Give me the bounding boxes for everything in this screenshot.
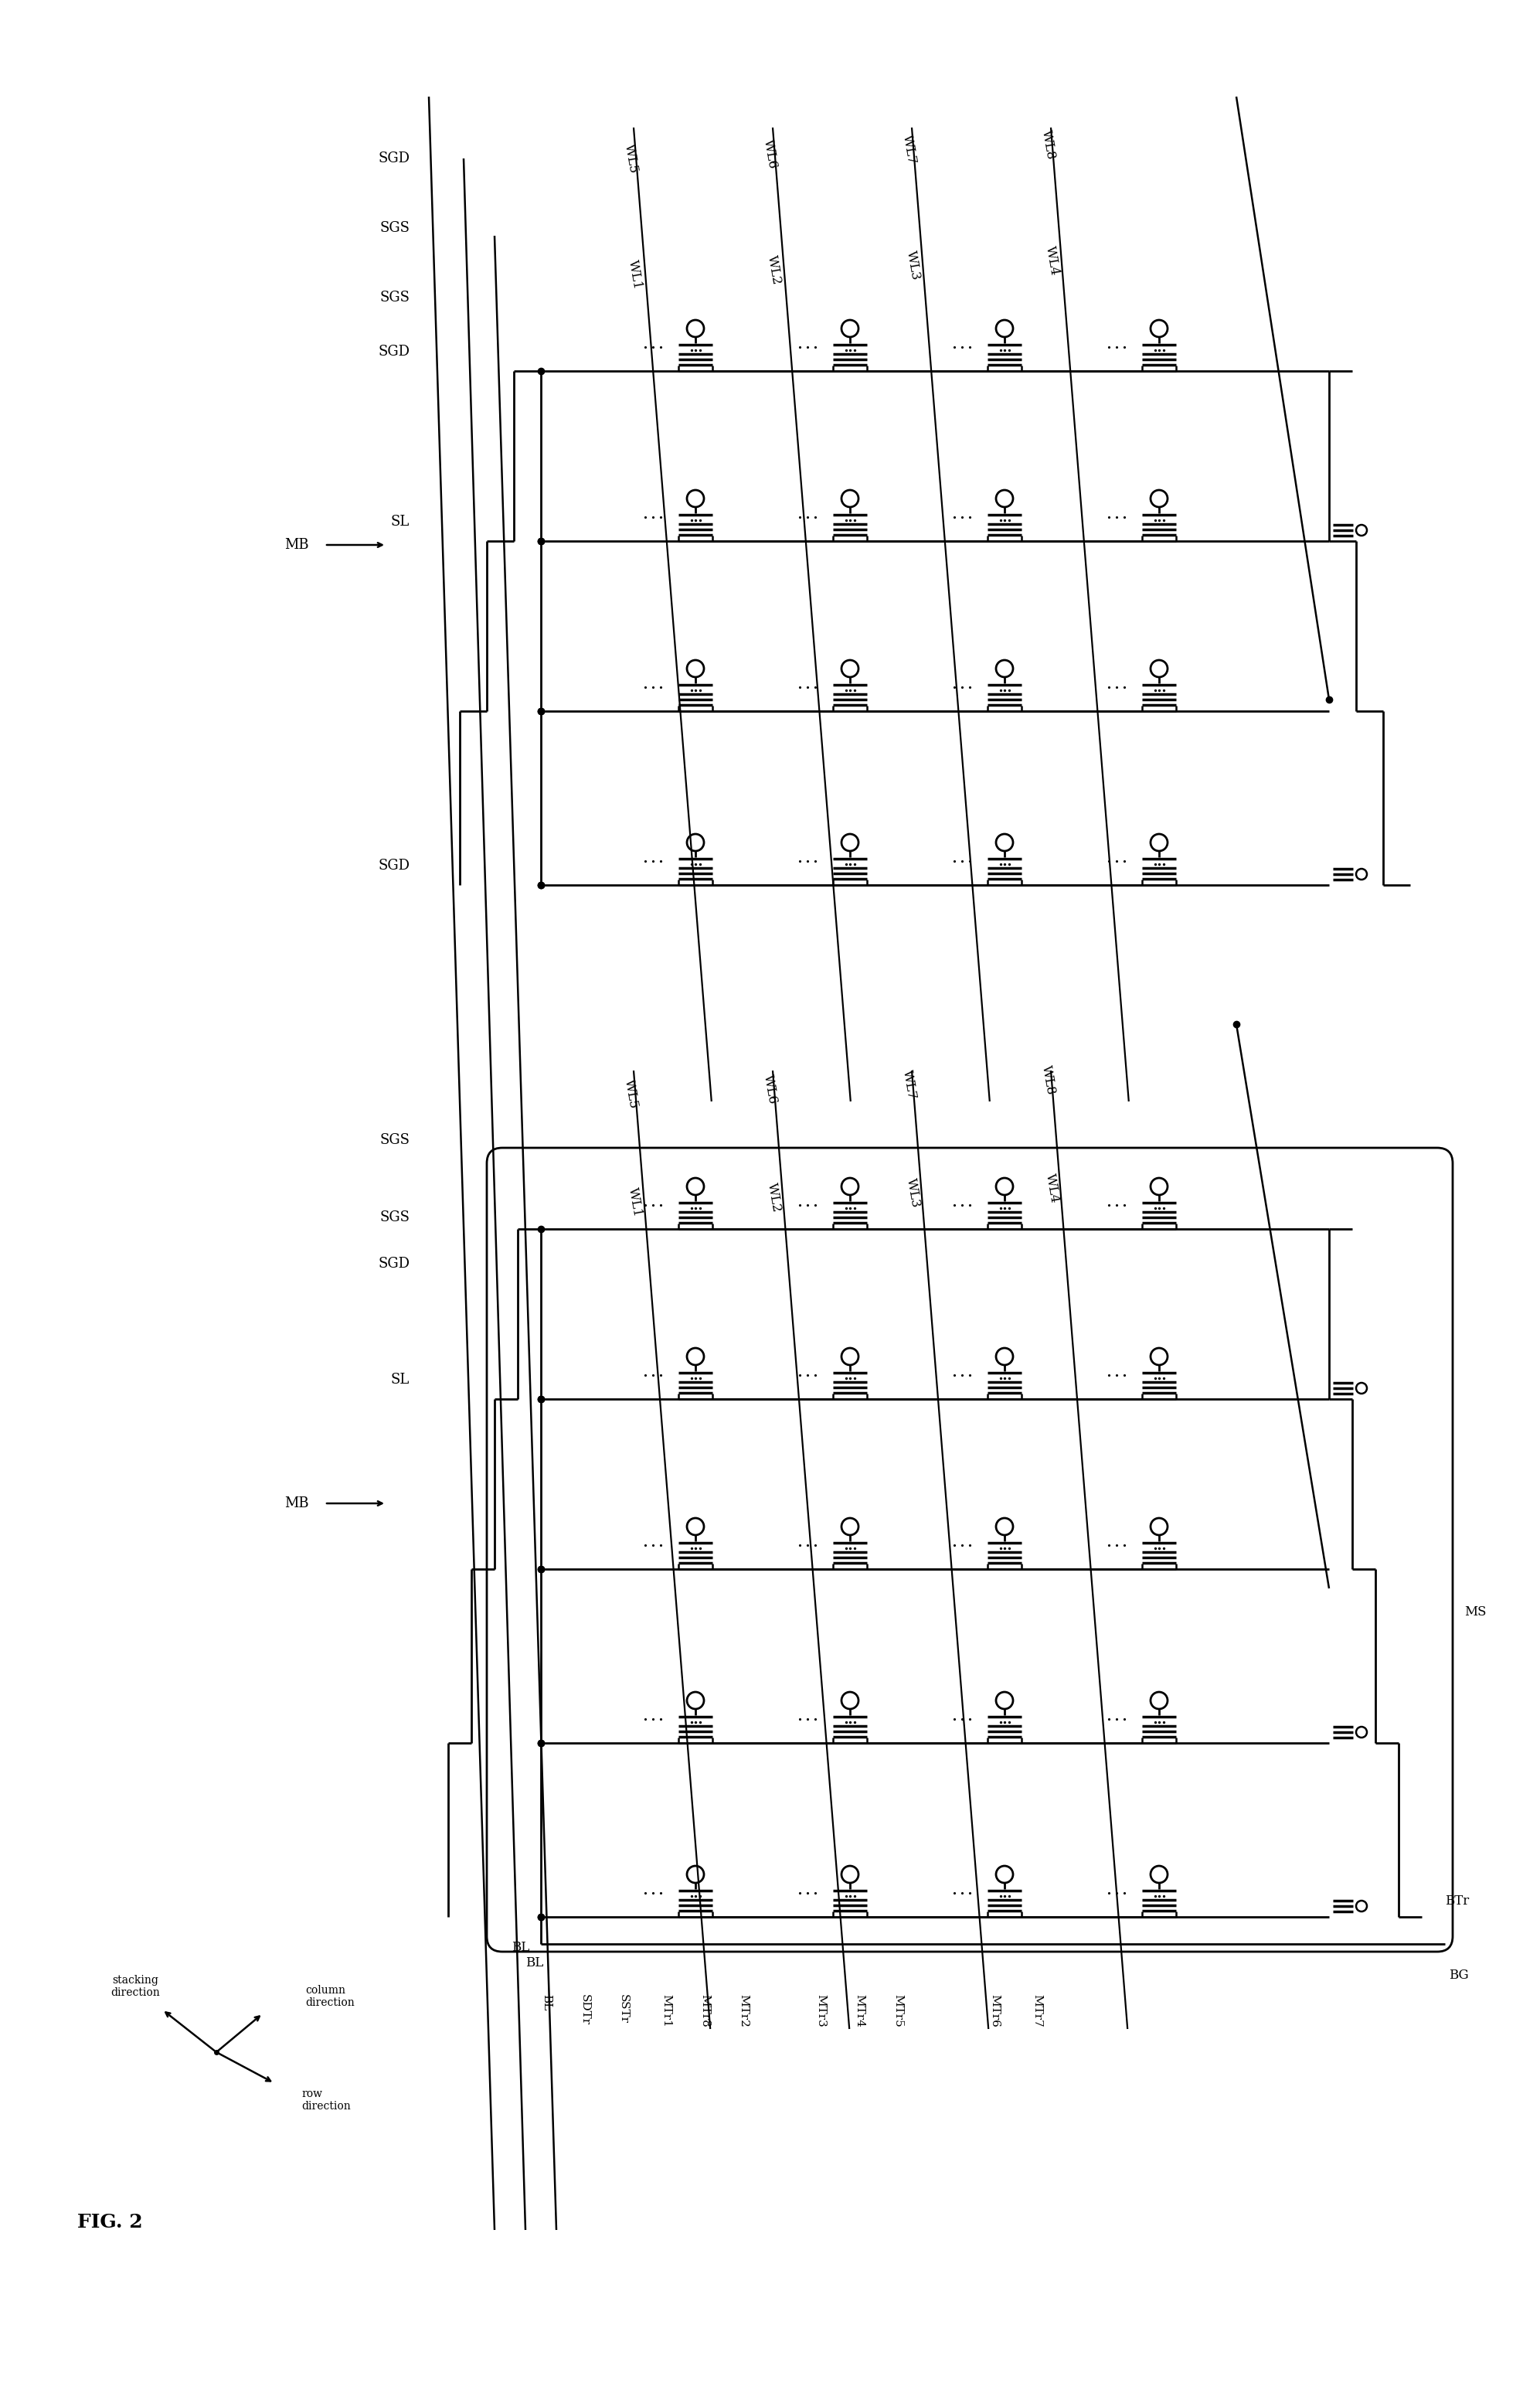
Text: column
direction: column direction: [305, 1985, 354, 2009]
Text: MTr3: MTr3: [815, 1994, 825, 2028]
Text: row
direction: row direction: [302, 2088, 351, 2112]
Text: FIG. 2: FIG. 2: [77, 2213, 143, 2232]
Text: SL: SL: [391, 1373, 410, 1387]
Text: BL: BL: [511, 1942, 530, 1954]
Text: WL2: WL2: [765, 1181, 784, 1212]
Text: BG: BG: [1449, 1968, 1469, 1982]
Text: MTr7: MTr7: [1032, 1994, 1043, 2028]
Text: WL6: WL6: [761, 137, 779, 170]
Text: WL8: WL8: [1040, 130, 1058, 161]
Text: WL7: WL7: [901, 1068, 918, 1099]
Text: WL3: WL3: [904, 250, 922, 281]
Text: WL2: WL2: [765, 254, 784, 286]
Text: MTr1: MTr1: [661, 1994, 671, 2028]
Text: MTr6: MTr6: [989, 1994, 999, 2028]
Text: BL: BL: [525, 1956, 544, 1970]
Text: BTr: BTr: [1445, 1896, 1469, 1908]
Text: WL4: WL4: [1043, 245, 1061, 276]
Text: WL8: WL8: [1040, 1063, 1058, 1097]
Text: SGD: SGD: [377, 151, 410, 166]
Text: MB: MB: [285, 538, 310, 552]
Text: WL4: WL4: [1043, 1171, 1061, 1205]
Text: SGS: SGS: [379, 221, 410, 235]
Text: SGS: SGS: [379, 1210, 410, 1224]
Text: MTr8: MTr8: [699, 1994, 710, 2028]
Text: MTr5: MTr5: [893, 1994, 904, 2028]
Text: stacking
direction: stacking direction: [111, 1975, 160, 1999]
Text: MS: MS: [1465, 1606, 1486, 1618]
Text: WL5: WL5: [622, 142, 641, 175]
Text: WL1: WL1: [625, 259, 644, 290]
Text: SGS: SGS: [379, 1133, 410, 1147]
Text: MTr2: MTr2: [738, 1994, 748, 2028]
Text: WL1: WL1: [625, 1186, 644, 1217]
Text: MB: MB: [285, 1498, 310, 1510]
Text: WL7: WL7: [901, 134, 918, 166]
Text: WL6: WL6: [761, 1073, 779, 1104]
Text: SDTr: SDTr: [579, 1994, 590, 2026]
Text: MTr4: MTr4: [853, 1994, 864, 2028]
Text: WL3: WL3: [904, 1176, 922, 1210]
Text: BL: BL: [541, 1994, 551, 2011]
Text: SGD: SGD: [377, 346, 410, 358]
Text: WL5: WL5: [622, 1078, 641, 1109]
Text: SL: SL: [391, 514, 410, 528]
Text: SGS: SGS: [379, 290, 410, 305]
Text: SGD: SGD: [377, 1258, 410, 1270]
Text: SGD: SGD: [377, 859, 410, 874]
Text: SSTr: SSTr: [618, 1994, 628, 2023]
